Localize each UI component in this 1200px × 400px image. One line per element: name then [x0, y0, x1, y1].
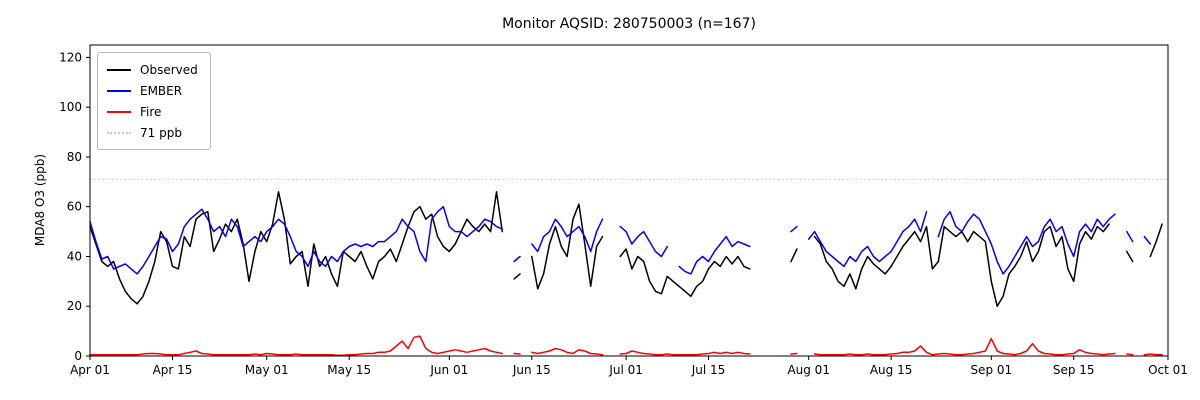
y-tick-label: 60	[67, 200, 82, 214]
x-tick-label: Apr 15	[153, 363, 193, 377]
legend-label: Fire	[140, 104, 162, 119]
legend: Observed EMBER Fire 71 ppb	[97, 52, 211, 150]
series-fire-line	[89, 335, 1163, 357]
y-tick-label: 40	[67, 250, 82, 264]
legend-swatch-fire	[107, 110, 131, 113]
legend-item-observed: Observed	[107, 59, 198, 80]
x-tick-label: Aug 15	[870, 363, 913, 377]
y-tick-label: 20	[67, 299, 82, 313]
x-tick-label: Jul 01	[608, 363, 643, 377]
x-tick-label: May 15	[327, 363, 371, 377]
x-tick-label: Aug 01	[787, 363, 830, 377]
x-tick-label: Apr 01	[70, 363, 110, 377]
x-tick-label: Sep 01	[970, 363, 1012, 377]
series-ember-line	[90, 207, 1162, 274]
legend-label: EMBER	[140, 83, 183, 98]
x-tick-label: Jul 15	[691, 363, 726, 377]
legend-swatch-observed	[107, 68, 131, 71]
legend-swatch-ember	[107, 89, 131, 92]
plot-border	[89, 44, 1169, 357]
y-tick-label: 80	[67, 150, 82, 164]
legend-item-ember: EMBER	[107, 80, 198, 101]
legend-item-71-ppb: 71 ppb	[107, 122, 198, 143]
x-tick-label: Sep 15	[1053, 363, 1095, 377]
legend-label: 71 ppb	[140, 125, 182, 140]
y-tick-label: 0	[74, 349, 82, 363]
y-tick-label: 120	[59, 50, 82, 64]
series-observed-line	[89, 191, 1163, 307]
x-tick-label: May 01	[245, 363, 289, 377]
x-tick-label: Jun 01	[429, 363, 468, 377]
chart-title: Monitor AQSID: 280750003 (n=167)	[502, 16, 756, 32]
y-tick-label: 100	[59, 100, 82, 114]
x-tick-label: Oct 01	[1148, 363, 1188, 377]
legend-item-fire: Fire	[107, 101, 198, 122]
legend-label: Observed	[140, 62, 198, 77]
legend-swatch-71-ppb	[107, 131, 131, 134]
x-tick-label: Jun 15	[512, 363, 551, 377]
